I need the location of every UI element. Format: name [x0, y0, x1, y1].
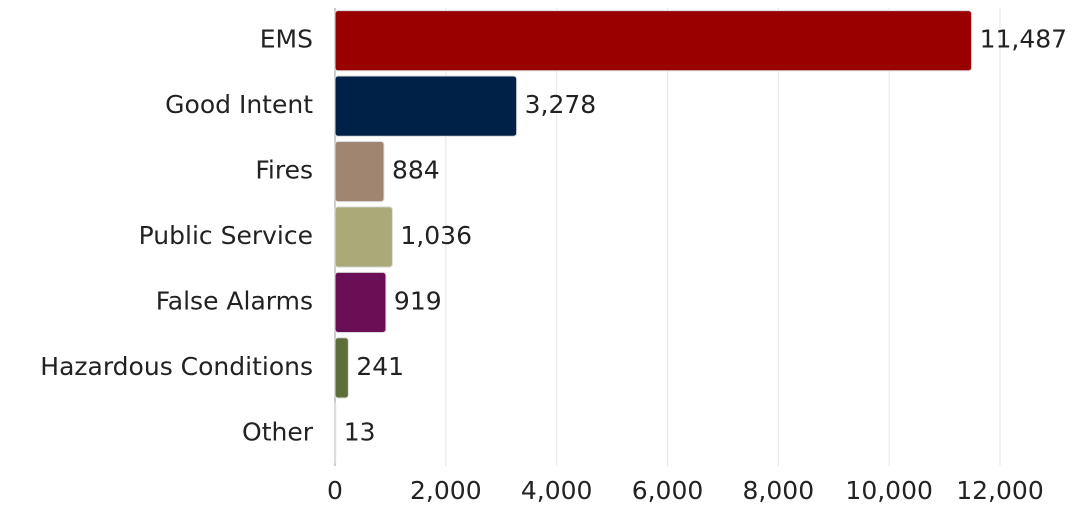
bar — [334, 271, 387, 334]
y-tick-label: Hazardous Conditions — [40, 352, 313, 381]
bar — [334, 10, 973, 72]
value-label: 3,278 — [525, 90, 597, 119]
y-tick-label: EMS — [260, 25, 313, 54]
x-tick-label: 0 — [327, 476, 343, 505]
value-label: 919 — [394, 286, 442, 315]
y-tick-label: Other — [242, 417, 314, 446]
value-label: 241 — [356, 352, 404, 381]
y-tick-label: Fires — [255, 156, 313, 185]
bar — [334, 75, 518, 137]
value-label: 884 — [392, 156, 440, 185]
x-tick-label: 6,000 — [632, 476, 704, 505]
bar — [334, 402, 337, 464]
bar — [334, 337, 349, 399]
y-tick-label: Good Intent — [165, 90, 313, 119]
value-label: 1,036 — [400, 221, 472, 250]
x-tick-label: 2,000 — [410, 476, 482, 505]
x-tick-label: 12,000 — [956, 476, 1043, 505]
value-label: 11,487 — [980, 25, 1067, 54]
y-tick-label: Public Service — [139, 221, 313, 250]
x-tick-label: 8,000 — [743, 476, 815, 505]
y-tick-label: False Alarms — [156, 286, 313, 315]
value-label: 13 — [344, 417, 376, 446]
x-tick-label: 4,000 — [521, 476, 593, 505]
bar — [334, 140, 385, 203]
x-tick-label: 10,000 — [845, 476, 932, 505]
bar — [334, 206, 393, 268]
